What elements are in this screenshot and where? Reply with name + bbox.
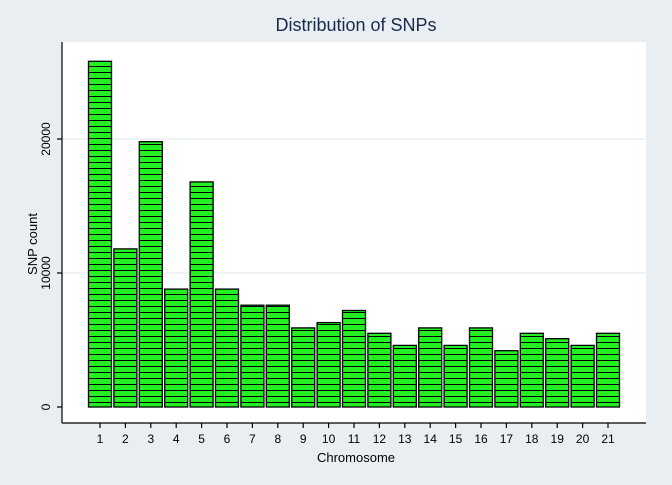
x-tick-label: 12 — [373, 432, 387, 446]
x-tick-label: 3 — [147, 432, 154, 446]
bars — [87, 60, 621, 408]
x-tick-label: 21 — [601, 432, 615, 446]
bar-chromosome-16 — [468, 327, 494, 408]
bar-chromosome-17 — [494, 350, 519, 408]
x-tick-label: 8 — [274, 432, 281, 446]
y-tick-label: 0 — [39, 403, 53, 410]
bar-chromosome-2 — [113, 248, 138, 408]
chart-title: Distribution of SNPs — [275, 15, 436, 35]
bar-chromosome-10 — [316, 321, 341, 408]
bar-chromosome-9 — [291, 327, 316, 408]
x-tick-label: 20 — [576, 432, 590, 446]
y-tick-label: 10000 — [39, 256, 53, 290]
bar-chromosome-3 — [138, 141, 163, 408]
x-tick-label: 5 — [198, 432, 205, 446]
x-tick-label: 13 — [398, 432, 412, 446]
x-tick-label: 2 — [122, 432, 129, 446]
x-tick-label: 15 — [449, 432, 463, 446]
bar-chromosome-6 — [214, 288, 240, 408]
x-tick-label: 17 — [500, 432, 514, 446]
x-tick-label: 6 — [224, 432, 231, 446]
bar-chromosome-13 — [392, 344, 417, 408]
bar-chromosome-1 — [87, 60, 113, 408]
bar-chromosome-21 — [595, 332, 621, 408]
bar-chromosome-5 — [189, 181, 214, 408]
x-axis-label: Chromosome — [317, 450, 395, 465]
bar-chromosome-12 — [367, 332, 392, 408]
x-tick-label: 7 — [249, 432, 256, 446]
x-tick-label: 19 — [551, 432, 565, 446]
y-axis-label: SNP count — [25, 213, 40, 275]
x-tick-label: 11 — [348, 432, 361, 446]
x-tick-label: 9 — [300, 432, 307, 446]
bar-chromosome-15 — [443, 344, 468, 408]
x-tick-label: 16 — [474, 432, 488, 446]
x-tick-label: 10 — [322, 432, 336, 446]
bar-chromosome-19 — [545, 338, 570, 408]
x-tick-label: 18 — [525, 432, 539, 446]
bar-chromosome-20 — [570, 344, 595, 408]
bar-chromosome-8 — [265, 304, 290, 408]
bar-chromosome-18 — [519, 332, 544, 408]
bar-chromosome-11 — [341, 309, 367, 408]
bar-chromosome-14 — [418, 327, 443, 408]
bar-chromosome-7 — [240, 304, 265, 408]
bar-chromosome-4 — [164, 288, 189, 408]
x-tick-label: 1 — [97, 432, 104, 446]
x-tick-label: 14 — [424, 432, 438, 446]
y-tick-label: 20000 — [39, 122, 53, 156]
x-tick-label: 4 — [173, 432, 180, 446]
